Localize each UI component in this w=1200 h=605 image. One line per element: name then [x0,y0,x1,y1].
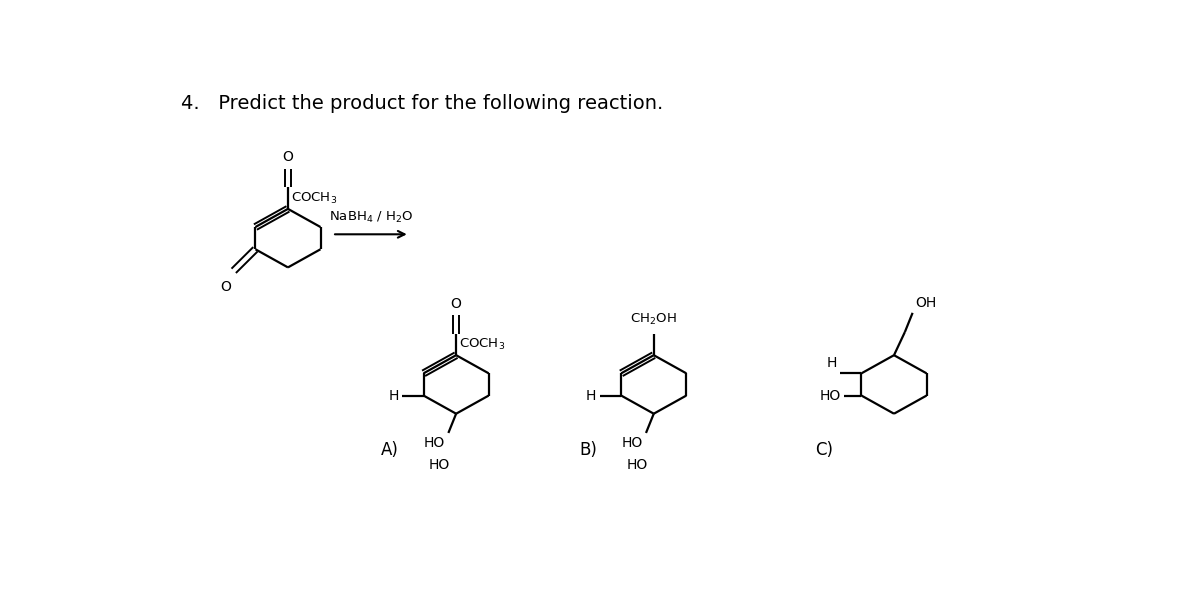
Text: COCH$_3$: COCH$_3$ [292,191,337,206]
Text: B): B) [578,441,596,459]
Text: CH$_2$OH: CH$_2$OH [630,312,677,327]
Text: NaBH$_4$ / H$_2$O: NaBH$_4$ / H$_2$O [329,210,413,225]
Text: COCH$_3$: COCH$_3$ [460,337,505,352]
Text: H: H [827,356,836,370]
Text: H: H [389,388,398,402]
Text: HO: HO [430,459,450,473]
Text: HO: HO [626,459,648,473]
Text: HO: HO [424,436,445,450]
Text: HO: HO [622,436,643,450]
Text: 4.   Predict the product for the following reaction.: 4. Predict the product for the following… [181,94,664,113]
Text: OH: OH [916,296,937,310]
Text: A): A) [382,441,400,459]
Text: O: O [282,150,293,164]
Text: O: O [451,296,462,310]
Text: HO: HO [820,388,841,402]
Text: H: H [586,388,596,402]
Text: O: O [221,280,232,294]
Text: C): C) [815,441,833,459]
